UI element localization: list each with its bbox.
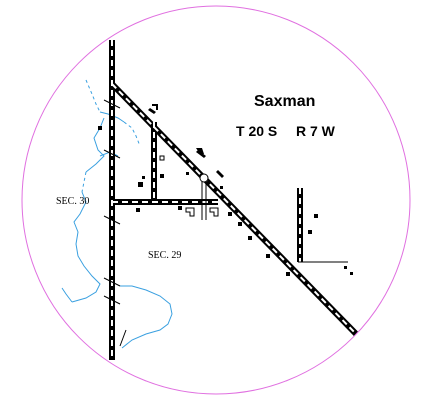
building	[228, 212, 232, 216]
building	[160, 174, 164, 178]
stream-dashed	[85, 79, 101, 113]
building-l-shape	[196, 150, 206, 158]
section-label-30: SEC. 30	[56, 196, 89, 207]
building	[178, 206, 182, 210]
building-l-shape	[216, 170, 224, 178]
building	[350, 272, 353, 275]
building-l-shape	[148, 108, 156, 114]
building-outline	[159, 155, 165, 161]
building	[98, 126, 102, 130]
building-outline	[209, 207, 219, 217]
township-label: T 20 S	[236, 123, 277, 139]
stream-segment	[61, 287, 73, 303]
building	[142, 176, 145, 179]
building	[238, 222, 242, 226]
road-tick	[103, 215, 121, 225]
building-l-shape	[196, 148, 204, 154]
building	[220, 186, 223, 189]
road-tick	[103, 149, 121, 159]
building-outline	[185, 207, 195, 217]
place-name: Saxman	[254, 93, 315, 110]
buildings	[98, 104, 353, 276]
building	[136, 208, 140, 212]
road-tick	[103, 277, 121, 287]
building	[138, 182, 143, 187]
inset-circle-border	[21, 5, 411, 395]
stream-dashed	[123, 121, 141, 147]
outline-buildings	[159, 155, 219, 217]
road-tick	[103, 295, 121, 305]
stream-segment	[71, 191, 101, 303]
building	[314, 214, 318, 218]
building	[344, 266, 347, 269]
road-junction-marker	[199, 173, 209, 183]
section-label-29: SEC. 29	[148, 250, 181, 261]
building-l-shape	[152, 104, 158, 110]
map-contents: SEC. 30 SEC. 29 Saxman T 20 S R 7 W	[56, 40, 365, 360]
building	[186, 172, 189, 175]
building	[266, 254, 270, 258]
secondary-road-line	[119, 329, 127, 347]
building	[308, 230, 312, 234]
road-tick	[103, 99, 121, 109]
range-label: R 7 W	[296, 123, 336, 139]
stream-segment	[120, 285, 173, 349]
building	[248, 236, 252, 240]
roads	[103, 40, 365, 360]
building	[286, 272, 290, 276]
